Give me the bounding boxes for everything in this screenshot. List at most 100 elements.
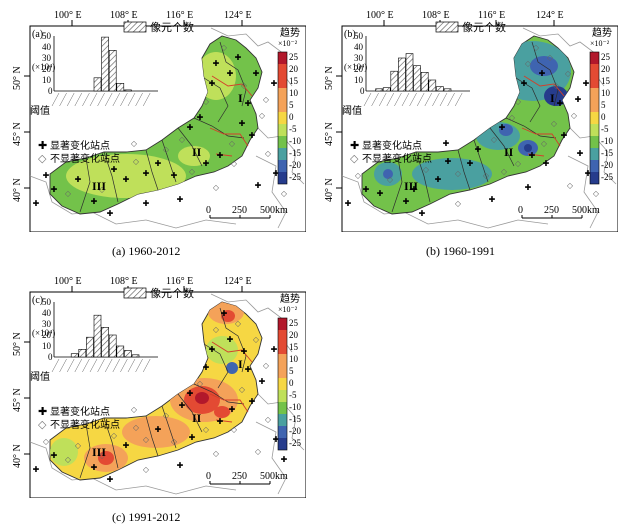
histogram-bar: [420, 72, 429, 92]
colorbar-tick: -20: [289, 426, 301, 436]
hatch-legend-swatch: [123, 21, 147, 33]
histogram-title: 像元个数: [150, 287, 194, 300]
significant-station-icon: ✚: [585, 169, 592, 178]
trend-blob: [220, 106, 244, 126]
significant-station-icon: ✚: [189, 433, 196, 442]
scale-label: 500km: [260, 205, 288, 216]
significant-station-icon: ✚: [203, 363, 210, 372]
significant-station-icon: ✚: [521, 79, 528, 88]
histogram-bar: [101, 36, 109, 92]
colorbar-swatch: [278, 318, 287, 330]
colorbar-tick: 10: [289, 88, 299, 98]
hist-xtick: [97, 92, 105, 107]
nonsignificant-station-icon: ◇: [213, 449, 220, 458]
hist-ytick: 20: [354, 64, 364, 74]
scale-label: 250: [544, 205, 559, 216]
nonsignificant-station-icon: ◇: [131, 139, 138, 148]
colorbar-tick: 5: [289, 366, 294, 376]
region-label-iii: III: [92, 179, 106, 193]
colorbar: 趋势 ×10⁻² 25 20 15 10 5 0 -5 -10 -15 -20 -25: [277, 292, 301, 451]
colorbar-swatch: [278, 136, 287, 148]
panel-letter: (b): [344, 29, 356, 40]
colorbar-swatch: [278, 426, 287, 438]
nonsignificant-station-icon: ◇: [455, 169, 462, 178]
lat-label: 40° N: [12, 178, 23, 202]
colorbar-tick: -10: [289, 136, 301, 146]
trend-blob: [214, 406, 230, 418]
lon-label: 116° E: [166, 276, 193, 287]
histogram-bar: [108, 334, 117, 358]
colorbar-swatch: [278, 330, 287, 342]
zone-boundaries: [521, 75, 565, 157]
trend-blob: [50, 438, 78, 466]
colorbar-tick: 25: [289, 52, 299, 62]
hist-xtick: [439, 92, 448, 107]
colorbar-swatch: [278, 88, 287, 100]
histogram-bar: [375, 88, 383, 92]
significant-station-icon: ✚: [227, 69, 234, 78]
histogram-bar: [93, 314, 102, 358]
significant-station-icon: ✚: [209, 79, 216, 88]
significant-station-icon: ✚: [177, 195, 184, 204]
lon-label: 108° E: [110, 276, 138, 287]
hist-xtick: [59, 92, 67, 107]
hist-xtick: [127, 358, 136, 373]
lat-label: 40° N: [324, 178, 335, 202]
significant-station-icon: ✚: [33, 465, 40, 474]
colorbar-tick: 10: [601, 88, 611, 98]
trend-blob: [383, 169, 393, 179]
significant-station-icon: ✚: [271, 345, 278, 354]
region-label-iii: III: [404, 179, 418, 193]
significant-station-icon: ✚: [539, 69, 546, 78]
nonsignificant-station-icon: ◇: [235, 319, 242, 328]
significant-station-icon: ✚: [91, 197, 98, 206]
histogram-bar: [398, 57, 406, 92]
region-label-ii: II: [192, 145, 202, 159]
nonsignificant-station-icon: ◇: [259, 111, 266, 120]
significant-station-icon: ✚: [259, 377, 266, 386]
significant-station-icon: ✚: [557, 99, 564, 108]
colorbar-unit: ×10⁻²: [590, 39, 610, 48]
hist-xtick: [394, 92, 402, 107]
nonsignificant-station-icon: ◇: [221, 43, 228, 52]
region-label-i: I: [238, 91, 243, 105]
histogram-bar: [116, 83, 125, 92]
colorbar-tick: 25: [289, 318, 299, 328]
histogram-inset: (b) 像元个数 (×10⁴) 50 40 30 20 10 0 阈值: [342, 21, 506, 117]
colorbar-swatch: [278, 342, 287, 354]
significant-station-icon: ✚: [253, 69, 260, 78]
colorbar-tick: -25: [289, 172, 301, 182]
significant-station-icon: ✚: [143, 199, 150, 208]
trend-blob: [66, 154, 186, 198]
lat-label: 50° N: [12, 332, 23, 356]
lon-label: 124° E: [224, 276, 252, 287]
histogram-bar: [382, 87, 391, 92]
histogram-unit: (×10⁴): [32, 62, 55, 72]
nonsignificant-station-icon: ◇: [533, 43, 540, 52]
nonsignificant-station-icon: ◇: [163, 411, 170, 420]
zone-boundaries: [209, 75, 253, 157]
nonsignificant-station-icon: ◇: [387, 175, 394, 184]
nonsignificant-station-icon: ◇: [65, 455, 72, 464]
nonsignificant-station-icon: ◇: [197, 379, 204, 388]
latitude-axis: 50° N 45° N 40° N: [12, 332, 30, 468]
colorbar-swatch: [590, 100, 599, 112]
significant-station-icon: ✚: [475, 145, 482, 154]
caption-a: (a) 1960-2012: [112, 244, 181, 258]
histogram-title: 像元个数: [150, 21, 194, 34]
significant-station-icon: ✚: [575, 95, 582, 104]
hist-xtick: [432, 92, 440, 107]
hist-xtick: [66, 358, 75, 373]
hatch-legend-swatch: [435, 21, 459, 33]
hist-xtick: [378, 92, 387, 107]
colorbar-tick: 15: [289, 76, 299, 86]
significant-station-icon: ✚: [229, 405, 236, 414]
nonsignificant-station-icon: ◇: [231, 425, 238, 434]
lon-label: 124° E: [536, 10, 564, 21]
colorbar-tick: 20: [289, 64, 299, 74]
nonsignificant-station-icon: ◇: [65, 189, 72, 198]
nonsignificant-station-icon: ◇: [455, 199, 462, 208]
histogram-bar: [93, 77, 102, 92]
significant-station-icon: ✚: [245, 365, 252, 374]
colorbar-tick: 15: [289, 342, 299, 352]
